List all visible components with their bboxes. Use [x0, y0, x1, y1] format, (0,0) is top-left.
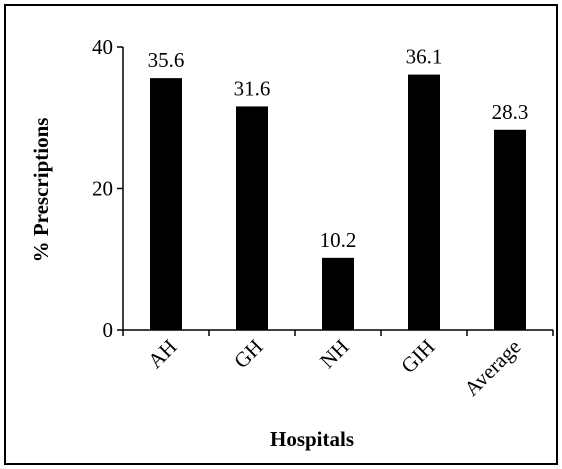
x-axis-title: Hospitals: [270, 427, 354, 451]
data-label-gih: 36.1: [406, 45, 443, 69]
bar-average: [494, 129, 526, 330]
data-label-gh: 31.6: [234, 76, 271, 100]
y-axis-title: % Prescriptions: [29, 118, 53, 263]
bar-ah: [150, 78, 182, 330]
bar-gh: [236, 106, 268, 331]
y-tick-label-40: 40: [92, 35, 113, 59]
data-label-nh: 10.2: [320, 228, 357, 252]
chart-border: [4, 4, 558, 465]
bar-gih: [408, 74, 440, 330]
y-tick-label-20: 20: [92, 177, 113, 201]
data-label-ah: 35.6: [148, 48, 185, 72]
data-label-average: 28.3: [492, 100, 529, 124]
y-tick-label-0: 0: [103, 318, 114, 342]
bar-nh: [322, 257, 354, 330]
